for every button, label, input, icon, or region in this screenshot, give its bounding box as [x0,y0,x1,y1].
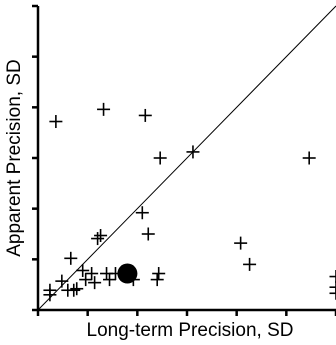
plus-data-point [103,273,117,287]
plus-data-point [79,273,93,287]
plus-data-point [85,267,99,281]
plus-data-point [49,115,63,129]
y-axis-label: Apparent Precision, SD [4,59,25,257]
plus-data-point [97,102,111,116]
plus-data-point [43,283,57,297]
plus-data-point [153,151,167,165]
plus-data-point [91,232,105,246]
plus-data-point [329,270,336,284]
plus-data-point [141,227,155,241]
plus-data-point [329,286,336,300]
plus-data-point [135,206,149,220]
plus-data-point [76,263,90,277]
highlighted-data-point [117,263,138,284]
plus-data-point [94,229,108,243]
plus-data-point [55,274,69,288]
plus-data-point [302,151,316,165]
plus-data-point [88,276,102,290]
plus-data-point [329,280,336,294]
plus-data-point [64,251,78,265]
plus-data-point [138,108,152,122]
plus-data-point [186,145,200,159]
plus-data-point [234,236,248,250]
plus-data-point [67,283,81,297]
x-axis-label: Long-term Precision, SD [87,320,294,341]
plus-data-point [70,282,84,296]
plus-data-point [152,267,166,281]
identity-line [37,5,336,311]
plus-data-point [150,273,164,287]
plus-data-point [243,257,257,271]
